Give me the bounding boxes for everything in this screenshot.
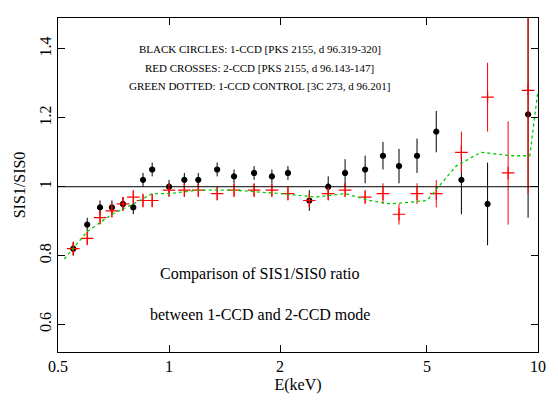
svg-text:Comparison of SIS1/SIS0 ratio: Comparison of SIS1/SIS0 ratio	[160, 265, 360, 283]
svg-text:RED CROSSES: 2-CCD [PKS 2155,: RED CROSSES: 2-CCD [PKS 2155, d 96.143-1…	[145, 62, 374, 74]
svg-text:E(keV): E(keV)	[274, 376, 321, 394]
svg-text:GREEN DOTTED: 1-CCD CONTROL [3: GREEN DOTTED: 1-CCD CONTROL [3C 273, d 9…	[129, 80, 390, 92]
svg-text:10: 10	[530, 358, 546, 375]
svg-text:1: 1	[37, 180, 54, 188]
svg-text:between 1-CCD and 2-CCD mode: between 1-CCD and 2-CCD mode	[150, 306, 370, 323]
svg-text:1.4: 1.4	[37, 37, 54, 57]
svg-text:BLACK CIRCLES: 1-CCD [PKS 2155: BLACK CIRCLES: 1-CCD [PKS 2155, d 96.319…	[139, 43, 381, 55]
svg-text:0.6: 0.6	[37, 312, 54, 332]
svg-text:1.2: 1.2	[37, 105, 54, 125]
svg-text:1: 1	[165, 358, 173, 375]
svg-text:2: 2	[276, 358, 284, 375]
svg-text:5: 5	[423, 358, 431, 375]
svg-text:SIS1/SIS0: SIS1/SIS0	[11, 152, 28, 219]
svg-text:0.5: 0.5	[48, 358, 68, 375]
svg-text:0.8: 0.8	[37, 243, 54, 263]
